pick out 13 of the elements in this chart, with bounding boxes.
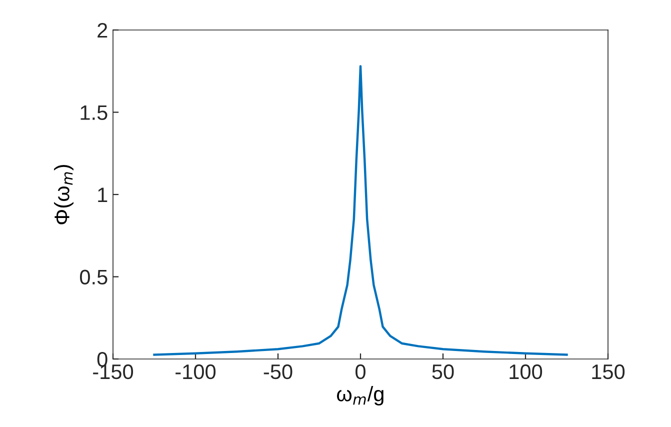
- x-tick-label: 50: [432, 364, 454, 380]
- x-tick-label: -100: [176, 364, 216, 380]
- x-axis-title: ω$_{m}$/g: [336, 386, 384, 406]
- x-tick-label: 100: [510, 364, 542, 380]
- line-series: [153, 65, 568, 356]
- y-tick-label: 0.5: [80, 270, 108, 285]
- y-axis-title: Φ(ω$_{m}$): [54, 164, 74, 224]
- y-tick-label: 1: [98, 188, 108, 202]
- x-tick-label: 150: [592, 364, 625, 380]
- x-tick-label: 0: [356, 364, 366, 380]
- y-tick-label: 1.5: [80, 105, 108, 120]
- x-tick-label: -50: [264, 364, 292, 380]
- y-tick-label: 2: [98, 23, 108, 38]
